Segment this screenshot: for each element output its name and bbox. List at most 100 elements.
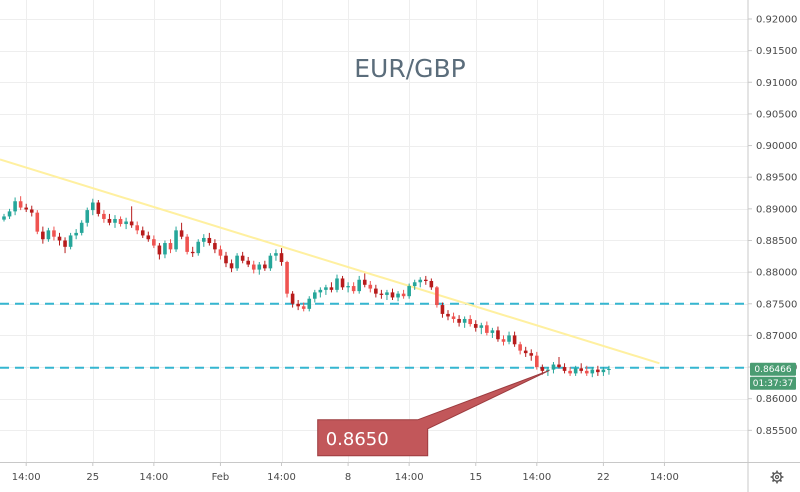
candle <box>63 237 67 254</box>
candle <box>29 205 34 217</box>
candle <box>202 234 206 247</box>
candle <box>390 288 395 300</box>
candle-body <box>274 253 278 256</box>
horizontal-levels[interactable] <box>0 302 748 369</box>
candle-body <box>41 231 45 240</box>
candle <box>7 208 12 219</box>
candle <box>573 365 578 376</box>
candle <box>557 356 561 369</box>
candle <box>268 253 273 271</box>
candle <box>468 315 472 327</box>
candle-body <box>218 249 223 256</box>
candle-body <box>24 207 28 210</box>
price-tick-label: 0.89000 <box>756 204 797 215</box>
time-tick-label: 8 <box>345 472 351 483</box>
candle-body <box>496 330 500 340</box>
candle <box>174 226 178 252</box>
candle <box>113 215 117 228</box>
candle <box>457 315 461 327</box>
candle-body <box>96 202 101 214</box>
settings-gear-icon[interactable] <box>770 470 784 484</box>
candle <box>68 232 73 250</box>
candle-body <box>207 237 212 244</box>
candle-body <box>429 280 434 288</box>
candle <box>579 363 583 374</box>
candle-body <box>146 235 151 240</box>
candle <box>601 367 606 376</box>
candle-body <box>124 221 128 225</box>
candle <box>473 320 478 332</box>
candle-body <box>213 243 217 250</box>
candle <box>590 367 595 378</box>
candle-body <box>473 324 478 328</box>
candle <box>85 207 90 227</box>
candle <box>79 220 84 236</box>
candle <box>351 282 356 294</box>
candle <box>135 221 139 235</box>
candle-body <box>385 292 389 295</box>
time-axis[interactable]: 14:00 25 14:00 Feb 14:00 8 14:00 15 14:00 22 14:00 <box>12 462 679 483</box>
price-axis-background <box>748 0 800 462</box>
candle <box>96 199 101 217</box>
candle-body <box>140 230 145 236</box>
candle-body <box>79 222 84 233</box>
candle-body <box>318 289 323 293</box>
price-callout[interactable]: 0.8650 <box>317 370 550 457</box>
candle-body <box>290 293 295 304</box>
candle-body <box>190 251 195 254</box>
candle <box>229 259 234 273</box>
time-tick-label: 14:00 <box>522 472 551 483</box>
candle-body <box>362 279 367 285</box>
candle-body <box>557 364 561 368</box>
candle <box>24 203 28 213</box>
candle <box>218 245 223 260</box>
price-tick-label: 0.90000 <box>756 141 797 152</box>
candle-body <box>462 318 467 323</box>
candle-body <box>285 262 289 294</box>
candle-body <box>74 232 78 236</box>
trendline[interactable] <box>0 158 660 365</box>
candle <box>102 210 106 223</box>
candle-body <box>512 335 517 345</box>
bar-countdown: 01:37:37 <box>753 379 793 389</box>
candle-body <box>446 313 450 317</box>
candle <box>168 239 173 254</box>
candle-body <box>224 255 228 264</box>
callout-pointer <box>317 370 550 457</box>
candle-body <box>457 318 461 323</box>
candle <box>318 287 323 298</box>
candle-body <box>7 211 12 217</box>
candle-body <box>152 239 156 246</box>
candle-body <box>540 367 545 371</box>
candle-body <box>235 255 239 269</box>
candle <box>446 310 450 321</box>
candle <box>479 322 484 335</box>
candle <box>207 232 212 246</box>
candle <box>374 284 378 298</box>
candle-body <box>296 303 300 307</box>
candle <box>440 302 445 318</box>
candle <box>529 349 534 361</box>
price-tick-label: 0.91500 <box>756 46 797 57</box>
candle <box>462 316 467 328</box>
candle-body <box>351 286 356 292</box>
candle <box>124 217 128 230</box>
candle-body <box>202 237 206 242</box>
candle-body <box>401 293 406 297</box>
candle <box>551 362 556 374</box>
candle <box>57 232 62 246</box>
candle <box>329 282 334 293</box>
candle <box>501 335 506 346</box>
candle <box>179 222 184 240</box>
time-tick-label: 14:00 <box>650 472 679 483</box>
candle <box>407 283 411 299</box>
candle <box>568 367 572 376</box>
last-price-value: 0.86466 <box>754 365 791 375</box>
candle <box>362 273 367 288</box>
candle <box>129 206 134 228</box>
candle-body <box>562 367 567 371</box>
last-price-badge: 0.86466 01:37:37 <box>750 362 796 390</box>
candle-body <box>507 335 511 342</box>
candle-body <box>85 210 90 223</box>
